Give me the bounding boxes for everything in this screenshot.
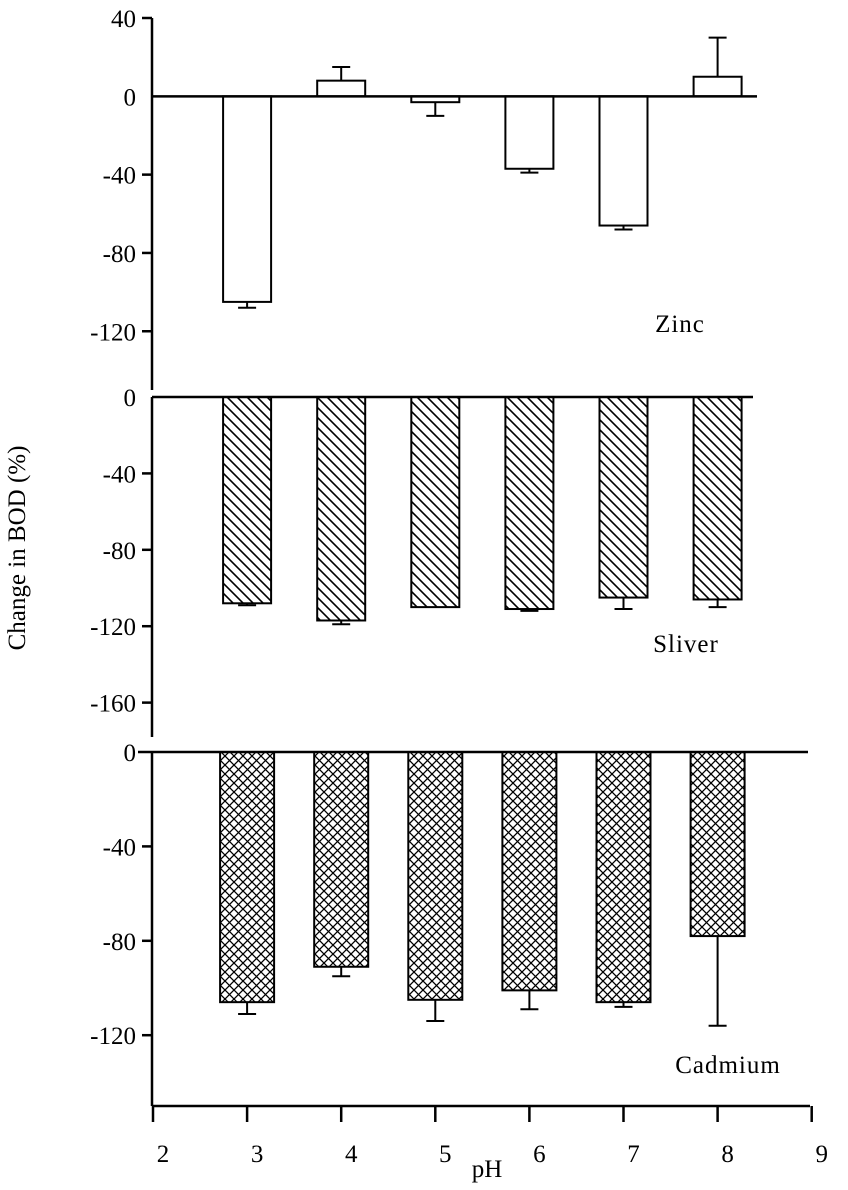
bar-sliver-ph8 [692,396,743,601]
x-tick-label: 7 [627,1141,640,1168]
y-tick-label: -40 [103,163,136,190]
x-tick-label: 5 [439,1141,452,1168]
bar-cadmium-ph5 [407,751,464,1001]
y-axis-label: Change in BOD (%) [4,446,31,651]
bar-cadmium-ph7 [595,751,652,1004]
bar-zinc-ph6 [504,95,555,170]
bar-cadmium-ph3 [219,751,276,1004]
y-tick-label: -120 [90,1023,136,1050]
y-tick-label: -160 [90,691,136,718]
y-tick-label: 40 [111,6,136,33]
bar-cadmium-ph6 [501,751,558,992]
y-tick-label: -80 [103,929,136,956]
x-tick-label: 4 [345,1141,358,1168]
y-tick-label: -80 [103,538,136,565]
y-tick-label: -40 [103,461,136,488]
bar-sliver-ph5 [410,396,461,609]
y-tick-label: -120 [90,614,136,641]
bar-sliver-ph3 [222,396,273,605]
bar-zinc-ph3 [222,95,273,303]
bar-zinc-ph7 [598,95,649,227]
bar-zinc-ph4 [316,79,367,98]
bar-cadmium-ph4 [313,751,370,968]
y-tick-label: -80 [103,241,136,268]
y-tick-label: 0 [124,84,137,111]
panel-label: Cadmium [675,1052,781,1079]
x-tick-label: 3 [251,1141,264,1168]
x-tick-label: 6 [533,1141,546,1168]
y-tick-label: 0 [124,740,137,767]
y-tick-label: -40 [103,834,136,861]
x-axis-label: pH [472,1156,503,1183]
bar-sliver-ph6 [504,396,555,611]
x-tick-label: 9 [815,1141,828,1168]
x-tick-label: 2 [157,1141,170,1168]
y-tick-label: 0 [124,385,137,412]
bar-cadmium-ph8 [689,751,746,938]
panel-label: Sliver [653,631,719,658]
x-tick-label: 8 [721,1141,734,1168]
bar-zinc-ph8 [692,75,743,98]
bar-sliver-ph7 [598,396,649,599]
panel-label: Zinc [655,311,705,338]
y-tick-label: -120 [90,319,136,346]
bar-sliver-ph4 [316,396,367,622]
